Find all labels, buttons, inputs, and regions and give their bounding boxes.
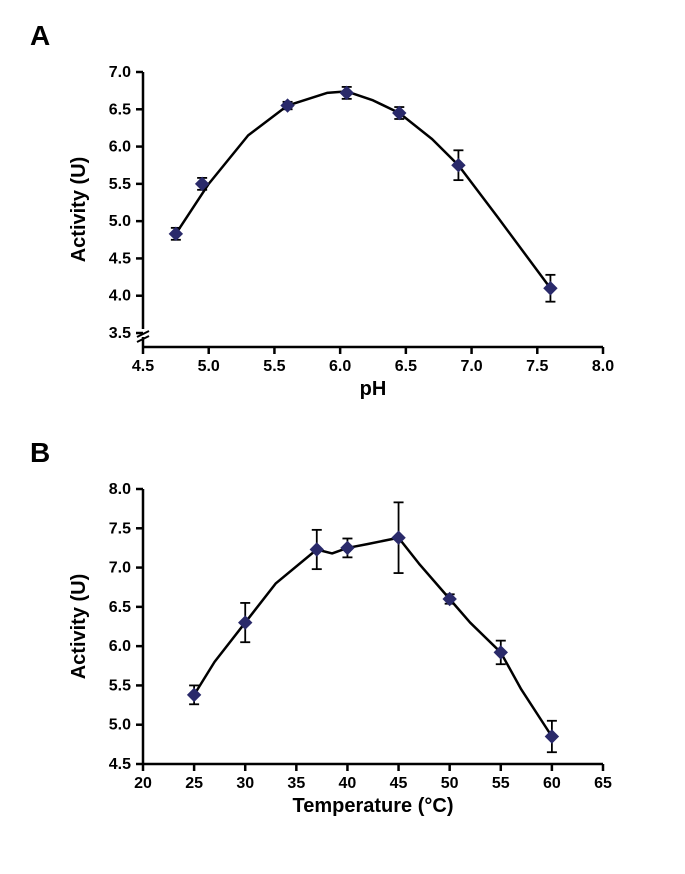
- svg-text:8.0: 8.0: [591, 358, 613, 375]
- svg-text:4.5: 4.5: [131, 358, 153, 375]
- svg-text:6.5: 6.5: [394, 358, 416, 375]
- panel-a-label: A: [20, 20, 665, 52]
- svg-text:5.0: 5.0: [108, 717, 130, 734]
- svg-text:40: 40: [338, 775, 356, 792]
- svg-text:7.0: 7.0: [108, 64, 130, 81]
- svg-text:50: 50: [440, 775, 458, 792]
- svg-text:30: 30: [236, 775, 254, 792]
- chart-a: 4.5 5.0 5.5 6.0 6.5 7.0 7.5 8.0 3.5 4.0 4.5 5.0 5.5 6…: [63, 57, 623, 407]
- svg-text:5.0: 5.0: [108, 213, 130, 230]
- svg-text:6.0: 6.0: [329, 358, 351, 375]
- svg-text:pH: pH: [359, 378, 386, 400]
- svg-text:7.5: 7.5: [108, 520, 130, 537]
- svg-text:7.0: 7.0: [108, 560, 130, 577]
- svg-text:4.0: 4.0: [108, 288, 130, 305]
- svg-text:Temperature (°C): Temperature (°C): [292, 795, 453, 817]
- svg-text:55: 55: [491, 775, 509, 792]
- panel-b-label: B: [20, 437, 665, 469]
- svg-text:6.0: 6.0: [108, 139, 130, 156]
- panel-a: A 4.5 5.0 5.5 6.0 6.5 7.0 7.5 8.0 3.5 4.0 4.5 5.0 5.…: [20, 20, 665, 407]
- svg-text:7.5: 7.5: [526, 358, 548, 375]
- chart-a-wrap: 4.5 5.0 5.5 6.0 6.5 7.0 7.5 8.0 3.5 4.0 4.5 5.0 5.5 6…: [20, 57, 665, 407]
- svg-text:4.5: 4.5: [108, 756, 130, 773]
- chart-b-wrap: 20 25 30 35 40 45 50 55 60 65 4.5 5.0 5.5 6.0 6.5 7.0 7.…: [20, 474, 665, 824]
- svg-text:7.0: 7.0: [460, 358, 482, 375]
- panel-b: B 20 25 30 35 40 45 50 55 60 65 4.5 5.0 5.5 6.0 6.5 7.0…: [20, 437, 665, 824]
- svg-text:6.0: 6.0: [108, 638, 130, 655]
- chart-b: 20 25 30 35 40 45 50 55 60 65 4.5 5.0 5.5 6.0 6.5 7.0 7.…: [63, 474, 623, 824]
- svg-text:8.0: 8.0: [108, 481, 130, 498]
- svg-text:Activity (U): Activity (U): [68, 157, 90, 263]
- svg-text:6.5: 6.5: [108, 599, 130, 616]
- svg-text:4.5: 4.5: [108, 250, 130, 267]
- svg-text:25: 25: [185, 775, 203, 792]
- svg-text:60: 60: [542, 775, 560, 792]
- svg-text:5.5: 5.5: [108, 176, 130, 193]
- svg-text:45: 45: [389, 775, 407, 792]
- svg-text:6.5: 6.5: [108, 101, 130, 118]
- svg-text:5.5: 5.5: [263, 358, 285, 375]
- svg-text:5.0: 5.0: [197, 358, 219, 375]
- svg-text:3.5: 3.5: [108, 325, 130, 342]
- svg-text:Activity (U): Activity (U): [68, 574, 90, 680]
- svg-text:35: 35: [287, 775, 305, 792]
- svg-text:5.5: 5.5: [108, 677, 130, 694]
- svg-text:65: 65: [594, 775, 612, 792]
- svg-text:20: 20: [134, 775, 152, 792]
